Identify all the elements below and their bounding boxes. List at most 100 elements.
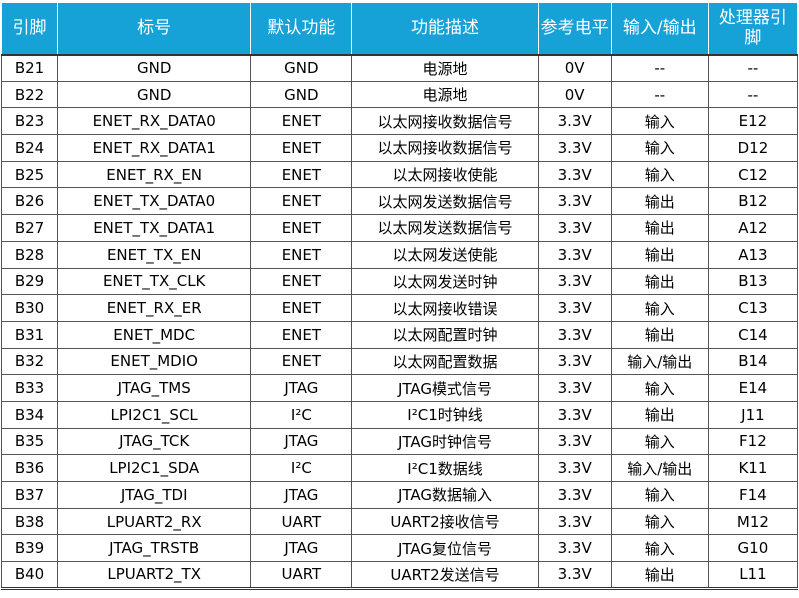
cell-reference-level: 3.3V <box>537 454 612 482</box>
cell-direction: 输入 <box>610 294 709 322</box>
cell-reference-level: 3.3V <box>537 534 612 563</box>
cell-description: 以太网接收数据信号 <box>351 107 539 136</box>
cell-default-function: JTAG <box>250 481 353 509</box>
cell-processor-pin: -- <box>707 54 799 82</box>
cell-pin: B37 <box>0 481 59 509</box>
cell-pin: B28 <box>0 240 59 269</box>
table-row: B21 GND GND 电源地 0V -- -- <box>0 54 799 82</box>
cell-reference-level: 3.3V <box>537 347 612 376</box>
table-row: B40 LPUART2_TX UART UART2发送信号 3.3V 输出 L11 <box>0 561 799 590</box>
cell-description: JTAG数据输入 <box>351 481 539 509</box>
cell-pin: B29 <box>0 267 59 296</box>
cell-direction: 输出 <box>610 400 709 429</box>
cell-pin: B39 <box>0 534 59 563</box>
cell-default-function: I²C <box>250 454 353 482</box>
table-row: B30 ENET_RX_ER ENET 以太网接收错误 3.3V 输入 C13 <box>0 294 799 322</box>
cell-label: ENET_RX_DATA1 <box>57 134 252 162</box>
cell-reference-level: 3.3V <box>537 187 612 216</box>
cell-default-function: UART <box>250 507 353 536</box>
cell-label: ENET_MDIO <box>57 347 252 376</box>
cell-reference-level: 3.3V <box>537 214 612 242</box>
cell-pin: B30 <box>0 294 59 322</box>
table-row: B37 JTAG_TDI JTAG JTAG数据输入 3.3V 输入 F14 <box>0 481 799 509</box>
cell-direction: -- <box>610 54 709 82</box>
cell-pin: B40 <box>0 561 59 590</box>
cell-label: LPI2C1_SCL <box>57 400 252 429</box>
cell-description: 以太网接收数据信号 <box>351 134 539 162</box>
table-row: B36 LPI2C1_SDA I²C I²C1数据线 3.3V 输入/输出 K11 <box>0 454 799 482</box>
cell-reference-level: 3.3V <box>537 400 612 429</box>
cell-reference-level: 3.3V <box>537 427 612 456</box>
cell-direction: 输入 <box>610 374 709 402</box>
cell-description: JTAG复位信号 <box>351 534 539 563</box>
cell-processor-pin: K11 <box>707 454 799 482</box>
cell-reference-level: 3.3V <box>537 267 612 296</box>
table-row: B32 ENET_MDIO ENET 以太网配置数据 3.3V 输入/输出 B14 <box>0 347 799 376</box>
cell-default-function: ENET <box>250 320 353 349</box>
cell-default-function: I²C <box>250 400 353 429</box>
cell-reference-level: 0V <box>537 80 612 109</box>
cell-processor-pin: D12 <box>707 134 799 162</box>
cell-default-function: ENET <box>250 187 353 216</box>
cell-default-function: ENET <box>250 160 353 189</box>
cell-default-function: ENET <box>250 107 353 136</box>
cell-description: 以太网接收错误 <box>351 294 539 322</box>
cell-label: JTAG_TMS <box>57 374 252 402</box>
cell-processor-pin: F12 <box>707 427 799 456</box>
cell-default-function: ENET <box>250 294 353 322</box>
cell-processor-pin: E12 <box>707 107 799 136</box>
cell-description: UART2发送信号 <box>351 561 539 590</box>
header-reference-level: 参考电平 <box>537 2 612 56</box>
cell-description: 以太网发送数据信号 <box>351 187 539 216</box>
cell-pin: B35 <box>0 427 59 456</box>
cell-pin: B36 <box>0 454 59 482</box>
cell-direction: 输入 <box>610 481 709 509</box>
cell-processor-pin: M12 <box>707 507 799 536</box>
cell-reference-level: 3.3V <box>537 134 612 162</box>
cell-direction: 输入 <box>610 507 709 536</box>
cell-processor-pin: C13 <box>707 294 799 322</box>
cell-default-function: ENET <box>250 214 353 242</box>
table-row: B25 ENET_RX_EN ENET 以太网接收使能 3.3V 输入 C12 <box>0 160 799 189</box>
table-row: B26 ENET_TX_DATA0 ENET 以太网发送数据信号 3.3V 输出 B12 <box>0 187 799 216</box>
cell-processor-pin: J11 <box>707 400 799 429</box>
cell-pin: B22 <box>0 80 59 109</box>
cell-label: ENET_MDC <box>57 320 252 349</box>
header-pin: 引脚 <box>0 2 59 56</box>
cell-description: 以太网发送数据信号 <box>351 214 539 242</box>
cell-reference-level: 3.3V <box>537 561 612 590</box>
table-row: B33 JTAG_TMS JTAG JTAG模式信号 3.3V 输入 E14 <box>0 374 799 402</box>
table-row: B39 JTAG_TRSTB JTAG JTAG复位信号 3.3V 输入 G10 <box>0 534 799 563</box>
cell-pin: B26 <box>0 187 59 216</box>
cell-description: I²C1数据线 <box>351 454 539 482</box>
cell-description: 以太网接收使能 <box>351 160 539 189</box>
table-row: B22 GND GND 电源地 0V -- -- <box>0 80 799 109</box>
cell-description: JTAG模式信号 <box>351 374 539 402</box>
cell-description: 以太网发送使能 <box>351 240 539 269</box>
table-row: B23 ENET_RX_DATA0 ENET 以太网接收数据信号 3.3V 输入 E12 <box>0 107 799 136</box>
cell-reference-level: 3.3V <box>537 240 612 269</box>
cell-processor-pin: E14 <box>707 374 799 402</box>
cell-direction: 输出 <box>610 267 709 296</box>
cell-label: ENET_TX_DATA0 <box>57 187 252 216</box>
cell-label: JTAG_TDI <box>57 481 252 509</box>
cell-processor-pin: C14 <box>707 320 799 349</box>
cell-direction: 输出 <box>610 240 709 269</box>
cell-processor-pin: L11 <box>707 561 799 590</box>
cell-description: 以太网发送时钟 <box>351 267 539 296</box>
cell-label: ENET_RX_ER <box>57 294 252 322</box>
cell-label: JTAG_TCK <box>57 427 252 456</box>
cell-direction: -- <box>610 80 709 109</box>
cell-direction: 输入 <box>610 427 709 456</box>
cell-processor-pin: B14 <box>707 347 799 376</box>
cell-default-function: ENET <box>250 134 353 162</box>
cell-processor-pin: C12 <box>707 160 799 189</box>
cell-label: LPUART2_RX <box>57 507 252 536</box>
cell-default-function: ENET <box>250 347 353 376</box>
cell-default-function: ENET <box>250 267 353 296</box>
cell-processor-pin: G10 <box>707 534 799 563</box>
cell-pin: B25 <box>0 160 59 189</box>
header-description: 功能描述 <box>351 2 539 56</box>
cell-pin: B33 <box>0 374 59 402</box>
